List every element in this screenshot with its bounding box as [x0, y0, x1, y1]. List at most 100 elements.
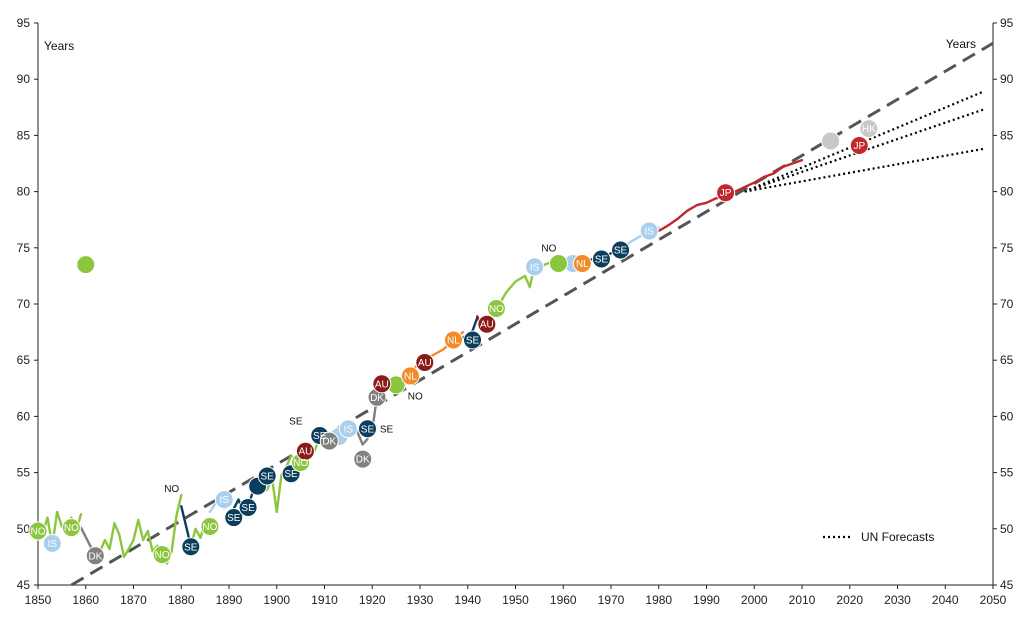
marker-label: SE — [184, 542, 198, 553]
marker-label: IS — [644, 226, 654, 237]
marker-au — [415, 352, 435, 372]
marker-se — [181, 537, 201, 557]
forecast-line — [744, 147, 984, 193]
y-tick-label-left: 55 — [17, 466, 31, 480]
marker-no — [152, 545, 172, 565]
marker-label: SE — [227, 513, 241, 524]
marker-no — [200, 517, 220, 537]
marker-label: AU — [375, 379, 389, 390]
marker-dk — [353, 449, 373, 469]
y-tick-label-left: 50 — [17, 522, 31, 536]
y-tick-label-right: 90 — [1000, 72, 1014, 86]
marker-label: DK — [88, 551, 102, 562]
marker-jp — [849, 136, 869, 156]
x-tick-label: 1930 — [407, 593, 434, 607]
y-tick-label-right: 70 — [1000, 297, 1014, 311]
legend-label: UN Forecasts — [861, 530, 934, 544]
marker-label: DK — [370, 393, 384, 404]
marker-label: SE — [361, 424, 375, 435]
marker-se — [357, 419, 377, 439]
x-tick-label: 1980 — [645, 593, 672, 607]
x-tick-label: 1970 — [598, 593, 625, 607]
marker-label: NO — [202, 522, 217, 533]
outside-label: NO — [541, 243, 556, 254]
marker-is — [338, 419, 358, 439]
marker-label: SE — [313, 431, 327, 442]
y-tick-label-right: 95 — [1000, 16, 1014, 30]
marker-se — [238, 497, 258, 517]
marker-label: IS — [344, 424, 354, 435]
outside-label: NO — [408, 392, 423, 403]
x-tick-label: 1920 — [359, 593, 386, 607]
marker-label: AU — [298, 447, 312, 458]
axes: 45 50 55 60 65 70 75 80 85 90 95 45 50 55 60 65 70 75 80 85… — [17, 16, 1014, 607]
marker-dk — [85, 546, 105, 566]
y-tick-label-left: 80 — [17, 185, 31, 199]
x-tick-label: 2020 — [836, 593, 863, 607]
y-tick-label-left: 95 — [17, 16, 31, 30]
x-tick-label: 1890 — [216, 593, 243, 607]
y-tick-label-right: 45 — [1000, 578, 1014, 592]
marker-label: IS — [530, 262, 540, 273]
marker-label: NO — [293, 458, 308, 469]
x-tick-label: 1910 — [311, 593, 338, 607]
y-axis-label-left: Years — [44, 39, 74, 53]
x-tick-label: 1880 — [168, 593, 195, 607]
y-tick-label-left: 85 — [17, 128, 31, 142]
forecast-line — [744, 90, 984, 193]
marker-label: SE — [241, 503, 255, 514]
marker-label: DK — [322, 437, 336, 448]
marker-label: SE — [595, 255, 609, 266]
marker-dk — [319, 431, 339, 451]
legend: UN Forecasts — [823, 530, 934, 544]
x-tick-label: 1860 — [72, 593, 99, 607]
outside-label: NO — [164, 484, 179, 495]
x-tick-label: 2050 — [980, 593, 1007, 607]
marker-is — [639, 221, 659, 241]
x-tick-label: 2010 — [789, 593, 816, 607]
y-tick-label-right: 60 — [1000, 409, 1014, 423]
x-tick-label: 1950 — [502, 593, 529, 607]
y-tick-label-left: 65 — [17, 353, 31, 367]
x-tick-label: 1850 — [25, 593, 52, 607]
series-line-no — [94, 493, 183, 565]
marker-label: SE — [614, 246, 628, 257]
y-tick-label-left: 70 — [17, 297, 31, 311]
y-tick-label-right: 85 — [1000, 128, 1014, 142]
y-tick-label-right: 55 — [1000, 466, 1014, 480]
marker-label: NO — [31, 527, 46, 538]
marker-label: SE — [261, 471, 275, 482]
marker-no — [28, 521, 48, 541]
marker-label: AU — [480, 320, 494, 331]
marker-label: SE — [466, 335, 480, 346]
marker-label: NL — [576, 259, 589, 270]
marker-label: IS — [48, 539, 58, 550]
outside-label: SE — [289, 416, 303, 427]
x-tick-label: 2000 — [741, 593, 768, 607]
marker-label: DK — [356, 455, 370, 466]
marker-se — [257, 466, 277, 486]
marker-au — [372, 374, 392, 394]
marker-label: JP — [853, 141, 865, 152]
trend-line — [70, 41, 994, 587]
marker-nl — [400, 366, 420, 386]
marker-no — [76, 255, 96, 275]
x-tick-label: 1900 — [263, 593, 290, 607]
marker-au — [477, 314, 497, 334]
marker-nl — [443, 330, 463, 350]
marker-hk — [859, 119, 879, 139]
y-tick-label-left: 90 — [17, 72, 31, 86]
x-tick-label: 2030 — [884, 593, 911, 607]
x-tick-label: 1870 — [120, 593, 147, 607]
outside-label: SE — [380, 424, 394, 435]
x-tick-label: 2040 — [932, 593, 959, 607]
marker-se — [591, 249, 611, 269]
x-tick-label: 1960 — [550, 593, 577, 607]
x-tick-label: 1990 — [693, 593, 720, 607]
y-tick-label-right: 80 — [1000, 185, 1014, 199]
marker-label: NL — [404, 371, 417, 382]
marker-is — [214, 490, 234, 510]
trend-layer — [70, 41, 994, 587]
